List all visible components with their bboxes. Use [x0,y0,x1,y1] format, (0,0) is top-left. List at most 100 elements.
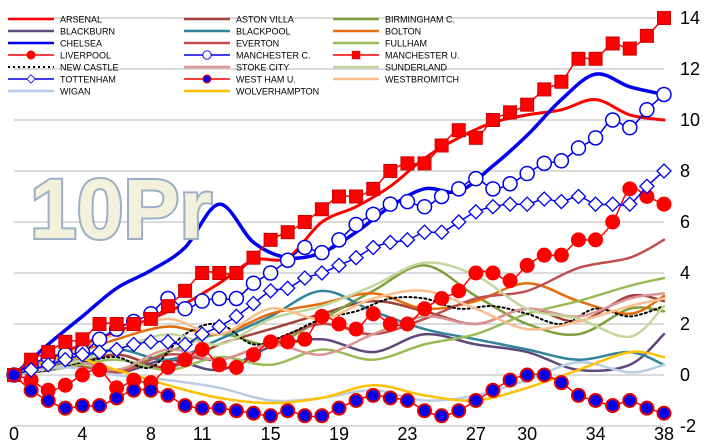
data-point-manchester-u-36 [622,41,637,56]
y-tick-8: 8 [680,161,690,181]
legend-item-new-castle: NEW CASTLE [8,63,119,73]
data-point-west-ham-u-13 [228,403,244,419]
data-point-manchester-c-18 [314,244,330,261]
data-point-manchester-u-23 [400,156,415,171]
legend-label-bolton: BOLTON [385,27,421,37]
data-point-tottenham-33 [570,188,587,205]
data-point-manchester-c-24 [416,198,433,215]
legend-label-manchester-u: MANCHESTER U. [385,51,460,61]
data-point-tottenham-16 [279,280,296,297]
data-point-tottenham-30 [519,196,536,213]
y-tick--2: -2 [680,416,696,436]
legend-label-liverpool: LIVERPOOL [60,51,111,61]
data-point-tottenham-37 [638,178,655,195]
legend-marker-shape-west-ham-u [202,74,212,84]
data-point-liverpool-12 [211,357,227,373]
legend-item-fullham: FULLHAM [333,39,427,49]
data-point-tottenham-5 [91,344,108,360]
data-point-tottenham-21 [365,239,382,256]
legend-label-wigan: WIGAN [60,87,91,97]
data-point-manchester-u-38 [657,11,671,25]
legend-label-blackburn: BLACKBURN [60,27,115,37]
data-point-manchester-c-13 [228,290,245,307]
data-point-manchester-u-18 [314,202,329,217]
data-point-west-ham-u-5 [92,398,108,414]
x-axis-ticks: 0 4 8 11 15 19 23 27 30 34 38 [9,424,674,444]
data-point-tottenham-38 [656,163,672,179]
data-point-manchester-u-15 [263,232,278,247]
data-point-liverpool-9 [160,359,176,375]
data-point-west-ham-u-19 [331,400,347,416]
data-point-tottenham-23 [399,231,416,248]
data-point-manchester-c-12 [211,290,228,307]
x-tick-15: 15 [261,424,281,444]
y-tick-12: 12 [680,59,700,79]
data-point-liverpool-4 [74,367,90,383]
legend-item-west-ham-u: WEST HAM U. [184,75,296,85]
data-point-manchester-u-6 [109,317,124,331]
data-point-manchester-c-15 [262,265,279,281]
data-point-manchester-u-19 [332,189,346,204]
data-point-manchester-c-30 [519,165,535,182]
data-point-liverpool-22 [382,316,398,332]
data-point-west-ham-u-27 [468,393,484,408]
data-point-west-ham-u-14 [245,405,261,421]
data-point-manchester-u-9 [160,299,175,314]
data-point-manchester-c-11 [194,293,210,309]
legend-label-arsenal: ARSENAL [60,15,102,25]
legend-item-sunderland: SUNDERLAND [333,63,448,73]
data-point-tottenham-10 [177,336,193,353]
data-point-liverpool-20 [348,321,364,337]
legend-marker-shape-manchester-c [202,50,212,60]
series-wolverhampton [12,350,666,405]
data-point-manchester-u-25 [434,138,449,153]
data-point-liverpool-19 [331,316,347,332]
data-point-liverpool-34 [588,232,604,248]
data-point-manchester-c-21 [365,206,381,223]
data-point-liverpool-17 [297,331,313,347]
data-point-west-ham-u-38 [656,405,672,421]
data-point-liverpool-36 [622,181,638,197]
data-point-tottenham-22 [382,234,399,251]
data-point-liverpool-21 [365,306,381,322]
data-point-west-ham-u-1 [23,382,39,398]
data-point-liverpool-24 [417,301,433,317]
legend-label-fullham: FULLHAM [385,39,427,49]
data-point-manchester-u-5 [92,317,107,331]
series-wigan [12,361,666,403]
legend-item-westbromitch: WESTBROMITCH [333,75,459,85]
data-point-manchester-u-26 [451,123,466,138]
legend-label-everton: EVERTON [236,39,279,49]
data-point-liverpool-32 [553,247,569,263]
data-point-liverpool-3 [57,377,73,393]
legend-item-manchester-c: MANCHESTER C. [184,50,311,61]
series-layer [6,11,672,424]
legend-label-manchester-c: MANCHESTER C. [236,51,311,61]
series-liverpool [6,181,672,398]
data-point-manchester-u-2 [41,345,56,360]
y-tick-4: 4 [680,263,690,283]
legend-item-everton: EVERTON [184,39,279,49]
data-point-manchester-c-33 [570,140,587,156]
data-point-west-ham-u-21 [365,387,381,403]
legend-label-sunderland: SUNDERLAND [385,63,448,73]
data-point-liverpool-15 [263,334,279,350]
data-point-liverpool-5 [92,362,108,378]
data-point-manchester-c-37 [639,102,655,118]
data-point-tottenham-2 [40,356,57,373]
x-tick-8: 8 [146,424,156,444]
x-tick-30: 30 [517,424,537,444]
x-tick-11: 11 [193,424,212,444]
data-point-west-ham-u-7 [126,382,142,398]
data-point-liverpool-14 [245,347,261,363]
data-point-tottenham-1 [23,361,40,378]
y-axis-ticks: -2 0 2 4 6 8 10 12 14 [680,8,700,436]
data-point-manchester-c-23 [399,193,416,210]
legend-label-tottenham: TOTTENHAM [60,75,116,85]
data-point-west-ham-u-30 [519,367,535,383]
data-point-west-ham-u-31 [536,367,552,383]
data-point-liverpool-29 [502,273,518,289]
legend-item-stoke-city: STOKE CITY [184,63,289,73]
data-point-west-ham-u-12 [211,400,227,416]
data-point-tottenham-3 [57,351,74,368]
